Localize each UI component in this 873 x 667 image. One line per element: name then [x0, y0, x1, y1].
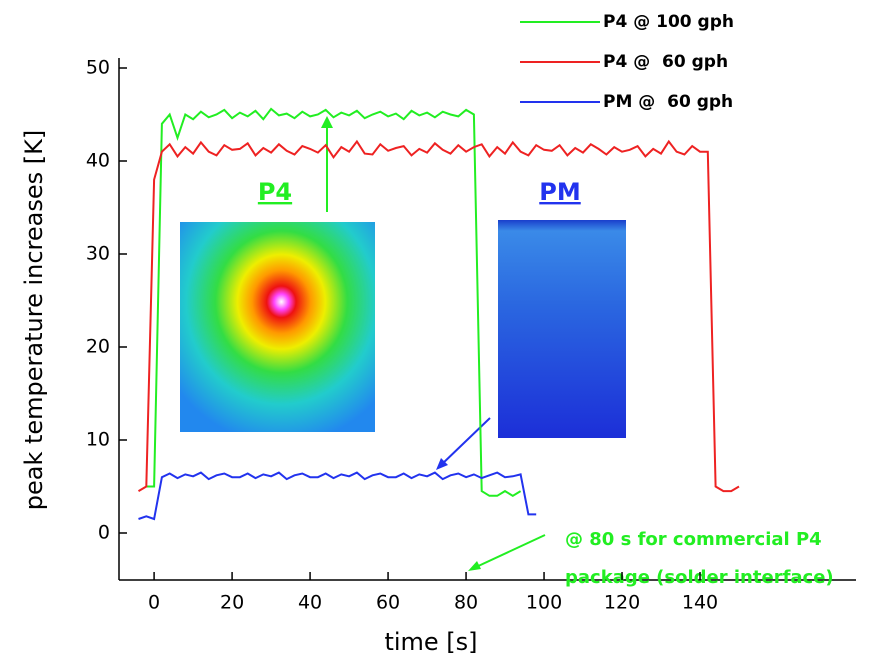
- pm-label: PM: [539, 178, 580, 206]
- legend-label: P4 @ 100 gph: [603, 12, 734, 32]
- y-tick-label: 40: [86, 150, 110, 172]
- y-tick-label: 30: [86, 243, 110, 265]
- y-axis-label: peak temperature increases [K]: [20, 130, 48, 510]
- series-line: [146, 107, 522, 497]
- x-tick-label: 140: [682, 592, 718, 614]
- series-line: [137, 139, 740, 493]
- series-line: [138, 471, 537, 521]
- y-tick-label: 50: [86, 57, 110, 79]
- legend-label: P4 @ 60 gph: [603, 52, 728, 72]
- note: @ 80 s for commercial P4: [565, 529, 822, 550]
- legend-label: PM @ 60 gph: [603, 92, 733, 112]
- x-axis-label: time [s]: [384, 628, 477, 656]
- x-tick-label: 20: [220, 592, 244, 614]
- p4-thermal-image: [180, 222, 375, 432]
- x-tick-label: 60: [376, 592, 400, 614]
- x-tick-label: 120: [604, 592, 640, 614]
- x-tick-label: 80: [454, 592, 478, 614]
- y-tick-label: 20: [86, 336, 110, 358]
- x-tick-label: 100: [526, 592, 562, 614]
- p4-label: P4: [258, 178, 292, 206]
- x-tick-label: 40: [298, 592, 322, 614]
- pm-thermal-image: [498, 220, 626, 438]
- x-tick-label: 0: [148, 592, 160, 614]
- y-tick-label: 0: [98, 522, 110, 544]
- arrows: [321, 116, 546, 571]
- y-tick-label: 10: [86, 429, 110, 451]
